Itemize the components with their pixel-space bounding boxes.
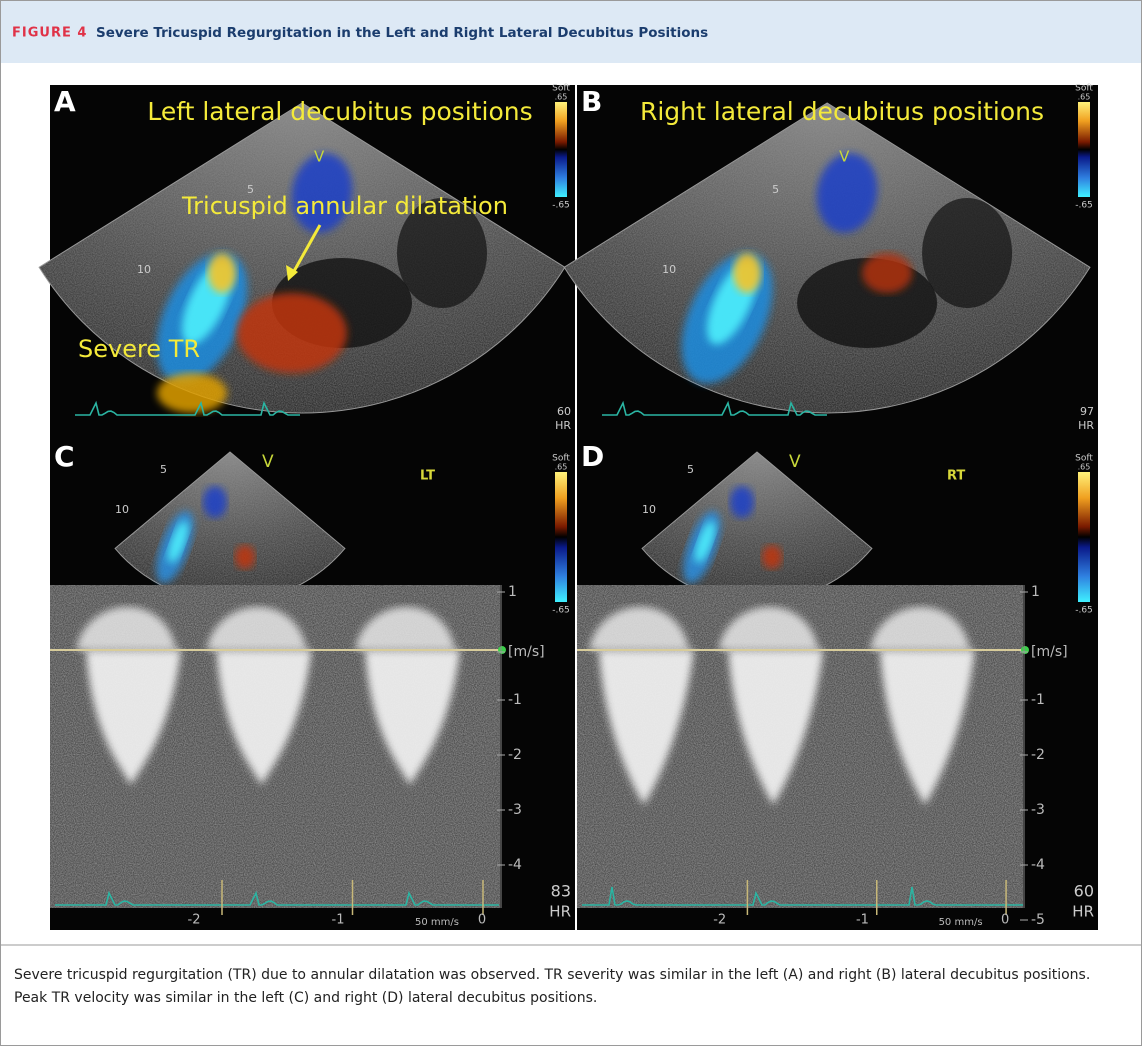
- color-flow: [762, 545, 782, 569]
- velocity-label: -2: [1031, 747, 1045, 763]
- panel-letter: C: [54, 440, 75, 473]
- panel-letter: D: [581, 440, 604, 473]
- color-flow: [862, 253, 912, 293]
- color-scale-bar: [1078, 472, 1090, 602]
- annotation: Severe TR: [78, 335, 200, 363]
- scale-min-label: -.65: [1075, 201, 1093, 211]
- scale-min-label: -.65: [1075, 606, 1093, 616]
- scale-max-label: .65: [555, 463, 568, 472]
- depth-label: 10: [115, 503, 129, 516]
- scale-max-label: .65: [555, 93, 568, 102]
- figure: FIGURE 4 Severe Tricuspid Regurgitation …: [0, 0, 1142, 1047]
- depth-label: 10: [642, 503, 656, 516]
- depth-label: 5: [772, 183, 779, 196]
- baseline-marker: [498, 646, 506, 654]
- depth-label: 5: [160, 463, 167, 476]
- velocity-label: [m/s]: [508, 644, 545, 660]
- view-label: V: [314, 148, 325, 166]
- view-label: V: [839, 148, 850, 166]
- color-flow: [733, 253, 761, 293]
- panel-title: Left lateral decubitus positions: [147, 97, 532, 126]
- sweep-label: 50 mm/s: [415, 917, 459, 928]
- depth-label: 10: [137, 263, 151, 276]
- velocity-label: -4: [508, 857, 522, 873]
- panel-title: Right lateral decubitus positions: [640, 97, 1044, 126]
- velocity-label: -3: [508, 802, 522, 818]
- heart-rate-label: HR: [555, 419, 571, 432]
- color-flow: [208, 253, 236, 293]
- panel-letter: B: [581, 85, 602, 118]
- heart-rate-label: HR: [1078, 419, 1094, 432]
- annotation: Tricuspid annular dilatation: [181, 192, 508, 220]
- scale-max-label: .65: [1078, 93, 1091, 102]
- color-flow: [203, 486, 227, 518]
- color-flow: [235, 545, 255, 569]
- time-label: -2: [713, 913, 726, 928]
- panel: Right lateral decubitus positionsV510Sof…: [564, 84, 1098, 441]
- color-flow: [730, 486, 754, 518]
- cardiac-chamber: [922, 198, 1012, 308]
- time-label: -1: [332, 913, 345, 928]
- color-scale-bar: [555, 102, 567, 197]
- velocity-label: -5: [1031, 912, 1045, 928]
- figure-label: FIGURE 4: [12, 26, 87, 41]
- page: Figure 4 html, body { margin: 0; padding…: [0, 0, 1142, 1047]
- color-scale-bar: [1078, 102, 1090, 197]
- scale-min-label: -.65: [552, 201, 570, 211]
- view-label: V: [789, 452, 801, 472]
- time-label: 0: [1001, 913, 1009, 928]
- depth-label: 10: [662, 263, 676, 276]
- panel: VLT5101[m/s]-1-2-3-4-2-1050 mm/sSoft.65-…: [50, 440, 575, 930]
- panel-letter: A: [54, 85, 76, 118]
- velocity-label: 1: [1031, 584, 1040, 600]
- caption: Severe tricuspid regurgitation (TR) due …: [14, 964, 1119, 1010]
- mode-label: LT: [420, 469, 435, 484]
- heart-rate: 97: [1080, 405, 1094, 418]
- sweep-label: 50 mm/s: [939, 917, 983, 928]
- velocity-label: 1: [508, 584, 517, 600]
- figure-title: Severe Tricuspid Regurgitation in the Le…: [96, 25, 708, 41]
- time-label: -1: [856, 913, 869, 928]
- color-flow: [237, 293, 347, 373]
- page-body: { "figure": { "label": "FIGURE 4", "titl…: [0, 0, 1142, 1047]
- heart-rate: 60: [1074, 882, 1094, 901]
- view-label: V: [262, 452, 274, 472]
- velocity-label: [m/s]: [1031, 644, 1068, 660]
- velocity-label: -1: [508, 692, 522, 708]
- depth-label: 5: [687, 463, 694, 476]
- velocity-label: -3: [1031, 802, 1045, 818]
- mode-label: RT: [947, 469, 965, 484]
- panels: Left lateral decubitus positionsV510Tric…: [39, 84, 1098, 931]
- heart-rate: 83: [551, 882, 571, 901]
- color-scale-bar: [555, 472, 567, 602]
- scale-min-label: -.65: [552, 606, 570, 616]
- velocity-label: -2: [508, 747, 522, 763]
- scale-max-label: .65: [1078, 463, 1091, 472]
- panel: Left lateral decubitus positionsV510Tric…: [39, 84, 575, 441]
- time-label: -2: [188, 913, 201, 928]
- baseline-marker: [1021, 646, 1029, 654]
- velocity-label: -4: [1031, 857, 1045, 873]
- heart-rate-label: HR: [549, 903, 571, 921]
- color-flow: [157, 373, 227, 413]
- time-label: 0: [478, 913, 486, 928]
- heart-rate-label: HR: [1072, 903, 1094, 921]
- velocity-label: -1: [1031, 692, 1045, 708]
- heart-rate: 60: [557, 405, 571, 418]
